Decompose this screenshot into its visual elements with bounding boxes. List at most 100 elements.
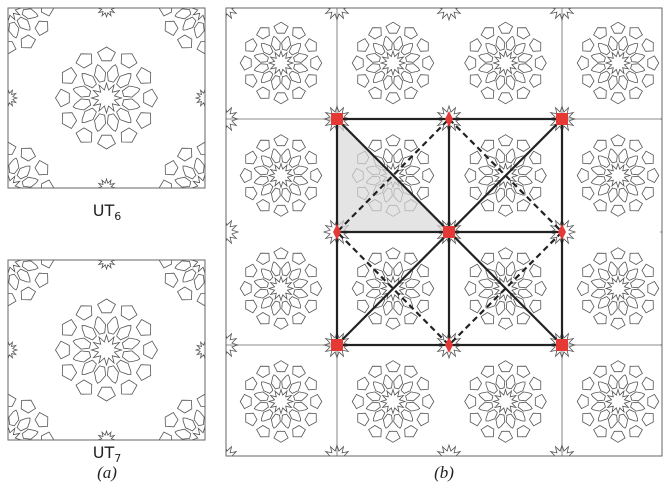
rotation-4: [331, 339, 343, 351]
kite: [642, 264, 653, 277]
kite: [583, 39, 594, 52]
kite: [470, 39, 481, 52]
petal: [518, 289, 532, 298]
petal: [175, 441, 191, 451]
petal: [271, 149, 280, 163]
petal: [183, 449, 196, 462]
petal: [496, 36, 505, 50]
petal: [294, 289, 308, 298]
kite: [305, 39, 316, 52]
kite: [405, 28, 418, 39]
kite: [293, 28, 306, 39]
kite: [386, 22, 400, 33]
kite: [311, 56, 322, 70]
kite: [583, 264, 594, 277]
petal: [383, 149, 392, 163]
kite: [165, 233, 178, 247]
kite: [274, 361, 288, 372]
petal: [9, 202, 19, 218]
petal: [383, 262, 392, 276]
petal: [0, 202, 7, 218]
kite: [611, 248, 625, 259]
petal: [271, 301, 280, 315]
kite: [62, 113, 76, 129]
petal: [406, 64, 420, 73]
kite: [498, 431, 512, 442]
kite: [98, 47, 116, 61]
kite: [481, 253, 494, 264]
kite: [583, 187, 594, 200]
kite: [352, 281, 363, 295]
petal: [282, 262, 291, 276]
petal: [631, 64, 645, 73]
kite: [358, 300, 369, 313]
kite: [274, 318, 288, 329]
kite: [0, 222, 16, 234]
kite: [239, 432, 251, 448]
petal: [271, 36, 280, 50]
kite: [311, 168, 322, 182]
caption: (b): [434, 463, 454, 482]
petal: [0, 410, 7, 426]
petal: [206, 158, 216, 174]
petal: [122, 86, 140, 97]
petal: [608, 76, 617, 90]
kite: [611, 22, 625, 33]
kite: [257, 200, 270, 211]
petal: [394, 149, 403, 163]
petal: [383, 301, 392, 315]
kite: [246, 264, 257, 277]
kite: [232, 413, 245, 427]
kite: [577, 394, 588, 408]
petal: [496, 76, 505, 90]
petal: [206, 230, 216, 246]
kite: [417, 39, 428, 52]
kite: [21, 467, 35, 480]
petal: [394, 262, 403, 276]
kite: [517, 366, 530, 377]
kite: [386, 361, 400, 372]
petal: [518, 176, 532, 185]
petal: [366, 53, 380, 62]
petal: [271, 375, 280, 389]
kite: [218, 287, 232, 300]
petal: [406, 289, 420, 298]
kite: [293, 366, 306, 377]
kite: [642, 300, 653, 313]
petal: [175, 0, 191, 7]
kite: [583, 75, 594, 88]
kite: [144, 89, 158, 107]
kite: [305, 187, 316, 200]
petal: [254, 289, 268, 298]
kite: [165, 21, 178, 35]
petal: [254, 279, 268, 288]
kite: [481, 366, 494, 377]
kite: [293, 253, 306, 264]
kite: [481, 140, 494, 151]
petal: [479, 166, 493, 175]
kite: [630, 426, 643, 437]
petal: [383, 375, 392, 389]
petal: [22, 177, 38, 187]
petal: [271, 414, 280, 428]
star: [269, 51, 293, 75]
kite: [35, 21, 48, 35]
kite: [417, 187, 428, 200]
petal: [254, 176, 268, 185]
kite: [240, 168, 251, 182]
kite: [218, 35, 232, 48]
star: [436, 0, 462, 20]
petal: [271, 262, 280, 276]
kite: [498, 248, 512, 259]
petal: [107, 65, 118, 83]
kite: [358, 264, 369, 277]
petal: [479, 289, 493, 298]
kite: [62, 68, 76, 84]
kite: [197, 214, 213, 226]
kite: [481, 28, 494, 39]
petal: [608, 375, 617, 389]
kite: [530, 377, 541, 390]
petal: [518, 279, 532, 288]
petal: [619, 375, 628, 389]
petal: [294, 53, 308, 62]
